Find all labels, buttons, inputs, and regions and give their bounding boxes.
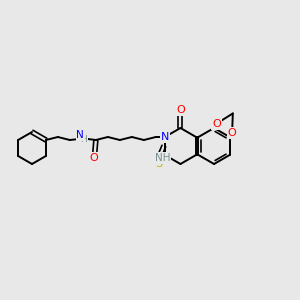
Text: O: O [228,128,236,138]
Text: O: O [89,153,98,163]
Text: S: S [155,159,162,169]
Text: H: H [80,134,87,143]
Text: N: N [161,132,169,142]
Text: O: O [212,119,221,129]
Text: O: O [176,105,185,115]
Text: N: N [76,130,84,140]
Text: NH: NH [155,153,171,163]
